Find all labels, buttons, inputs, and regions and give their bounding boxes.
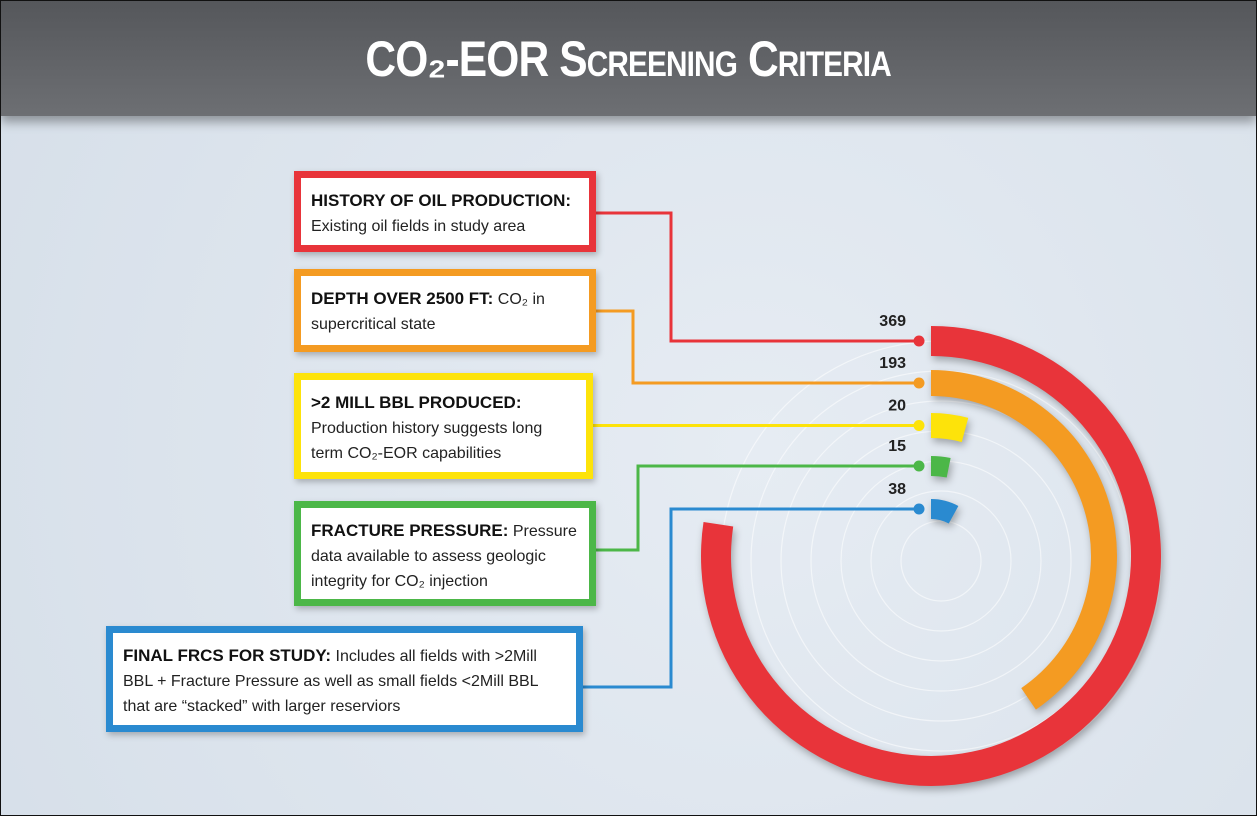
connector-dot — [913, 377, 925, 389]
criteria-description: Includes all fields with >2Mill BBL + Fr… — [123, 648, 538, 715]
radial-bar — [931, 499, 959, 524]
criteria-heading: HISTORY OF OIL PRODUCTION: — [311, 191, 572, 210]
connector — [596, 309, 919, 385]
criteria-heading: DEPTH OVER 2500 FT: — [311, 289, 494, 308]
criteria-description: CO₂ in supercritical state — [311, 291, 545, 333]
header: CO₂-EOR Screening Criteria — [1, 1, 1256, 116]
criteria-heading: FRACTURE PRESSURE: — [311, 521, 509, 540]
connector-dot — [913, 503, 925, 515]
radial-bar — [931, 456, 951, 478]
criteria-heading: FINAL FRCS FOR STUDY: — [123, 646, 332, 665]
value-label: 369 — [879, 313, 906, 330]
connector — [583, 507, 919, 689]
value-label: 15 — [888, 438, 906, 455]
connector-dot — [913, 335, 925, 347]
criteria-box: FINAL FRCS FOR STUDY: Includes all field… — [106, 626, 583, 732]
value-label: 193 — [879, 355, 906, 372]
criteria-box: DEPTH OVER 2500 FT: CO₂ in supercritical… — [294, 269, 596, 352]
radial-bar — [931, 413, 969, 443]
criteria-description: Pressure data available to assess geolog… — [311, 523, 577, 590]
connector — [596, 464, 919, 552]
chart-title: CO₂-EOR Screening Criteria — [365, 30, 892, 87]
radial-bar — [931, 370, 1117, 710]
criteria-box: HISTORY OF OIL PRODUCTION: Existing oil … — [294, 171, 596, 252]
deco-ring — [870, 490, 1012, 632]
criteria-box: >2 MILL BBL PRODUCED: Production history… — [294, 373, 593, 479]
connector-dot — [913, 420, 925, 431]
value-label: 38 — [888, 481, 906, 498]
criteria-heading: >2 MILL BBL PRODUCED: — [311, 393, 522, 412]
criteria-box: FRACTURE PRESSURE: Pressure data availab… — [294, 501, 596, 606]
criteria-description: Production history suggests long term CO… — [311, 420, 543, 462]
criteria-description: Existing oil fields in study area — [311, 218, 526, 235]
value-label: 20 — [888, 398, 906, 415]
deco-ring — [900, 520, 982, 602]
connector — [596, 211, 919, 343]
connector-dot — [913, 460, 925, 472]
